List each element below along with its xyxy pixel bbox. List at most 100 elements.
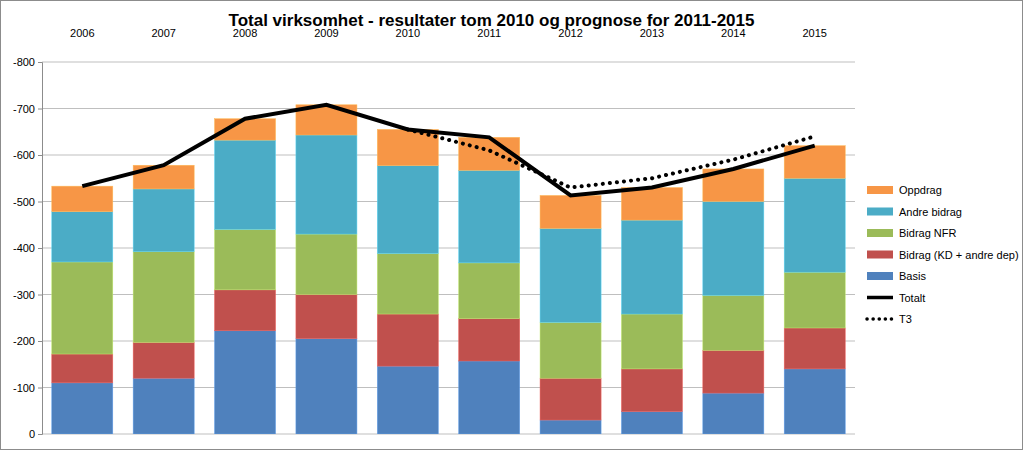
bar (377, 254, 438, 314)
bar (621, 314, 682, 369)
y-tick-mark (38, 248, 42, 249)
legend-item: Basis (867, 270, 926, 282)
y-axis-line (38, 63, 43, 435)
legend-swatch (867, 229, 893, 237)
bar (784, 369, 845, 434)
y-tick-label: -200 (13, 335, 35, 347)
legend-label: Bidrag NFR (899, 227, 957, 239)
y-tick: -100 (13, 382, 42, 394)
x-axis: 2006 2007 2008 2009 2010 2011 2012 2013 2014 2015 (43, 27, 856, 41)
bar (540, 322, 601, 378)
bar (215, 290, 276, 331)
bar (703, 350, 764, 393)
bar (459, 361, 520, 434)
bar (215, 229, 276, 289)
bar (133, 252, 194, 343)
legend-item: Bidrag (KD + andre dep) (867, 249, 1019, 261)
x-tick-label: 2011 (477, 27, 501, 39)
bar (540, 378, 601, 420)
bar (52, 212, 113, 262)
y-tick-label: -500 (13, 196, 35, 208)
bar (703, 202, 764, 296)
x-axis-line (43, 40, 856, 41)
x-tick-label: 2012 (558, 27, 582, 39)
bar (621, 188, 682, 221)
legend-swatch (867, 186, 893, 194)
y-tick-mark (38, 155, 42, 156)
bar (540, 420, 601, 434)
y-tick-mark (38, 109, 42, 110)
x-tick: 2013 (640, 27, 664, 40)
bar (621, 412, 682, 434)
bar (377, 166, 438, 254)
x-tick: 2006 (70, 27, 94, 40)
y-tick: -400 (13, 242, 42, 254)
x-tick-label: 2007 (151, 27, 175, 39)
bar (296, 295, 357, 339)
y-tick-label: 0 (29, 428, 35, 440)
y-tick-label: -400 (13, 242, 35, 254)
y-tick-label: -800 (13, 56, 35, 68)
bar (133, 189, 194, 252)
x-tick: 2015 (802, 27, 826, 40)
y-tick-mark (38, 202, 42, 203)
bar (296, 339, 357, 434)
y-tick-label: -100 (13, 382, 35, 394)
line (408, 129, 815, 187)
legend-swatch (867, 251, 893, 259)
bar (784, 328, 845, 369)
legend-label: Bidrag (KD + andre dep) (899, 249, 1019, 261)
y-tick: -800 (13, 56, 42, 68)
legend-item: Oppdrag (867, 184, 942, 196)
bar (703, 295, 764, 350)
marks (52, 105, 845, 434)
bar (296, 135, 357, 234)
legend-item: Andre bidrag (867, 206, 962, 218)
legend-swatch (867, 317, 893, 321)
y-tick: 0 (29, 428, 42, 440)
x-tick-label: 2013 (640, 27, 664, 39)
x-tick: 2009 (314, 27, 338, 40)
chart-frame (1, 1, 1023, 450)
legend-item: Totalt (867, 292, 925, 304)
bar (377, 366, 438, 434)
legend-label: Oppdrag (899, 184, 942, 196)
grid (42, 62, 855, 434)
bar (52, 262, 113, 354)
bar (784, 178, 845, 272)
y-tick-label: -700 (13, 103, 35, 115)
grid-line (42, 108, 855, 109)
legend-label: Totalt (899, 292, 925, 304)
legend-label: T3 (899, 313, 912, 325)
bar-series (52, 105, 845, 229)
y-tick: -500 (13, 196, 42, 208)
bar (296, 234, 357, 294)
bar (52, 186, 113, 212)
y-tick-mark (38, 295, 42, 296)
y-tick: -200 (13, 335, 42, 347)
legend-swatch (867, 296, 893, 300)
bar (459, 263, 520, 319)
bar (133, 342, 194, 378)
x-tick-label: 2015 (802, 27, 826, 39)
y-axis: 0 -100 -200 -300 -400 -500 -600 -700 -800 (13, 56, 43, 440)
x-tick: 2011 (477, 27, 501, 40)
x-tick: 2008 (233, 27, 257, 40)
line (82, 105, 814, 196)
legend-swatch (867, 272, 893, 280)
bar (540, 195, 601, 228)
bar (377, 314, 438, 366)
x-tick: 2007 (151, 27, 175, 40)
legend-item: Bidrag NFR (867, 227, 957, 239)
y-tick-label: -600 (13, 149, 35, 161)
x-tick: 2012 (558, 27, 582, 40)
legend: Oppdrag Andre bidrag Bidrag NFR Bidrag (KD … (867, 184, 1019, 325)
x-tick: 2010 (396, 27, 420, 40)
legend-swatch (867, 208, 893, 216)
y-tick-label: -300 (13, 289, 35, 301)
bar (540, 228, 601, 322)
x-tick-label: 2014 (721, 27, 745, 39)
y-tick-mark (38, 62, 42, 63)
x-tick: 2014 (721, 27, 745, 40)
y-tick: -700 (13, 103, 42, 115)
